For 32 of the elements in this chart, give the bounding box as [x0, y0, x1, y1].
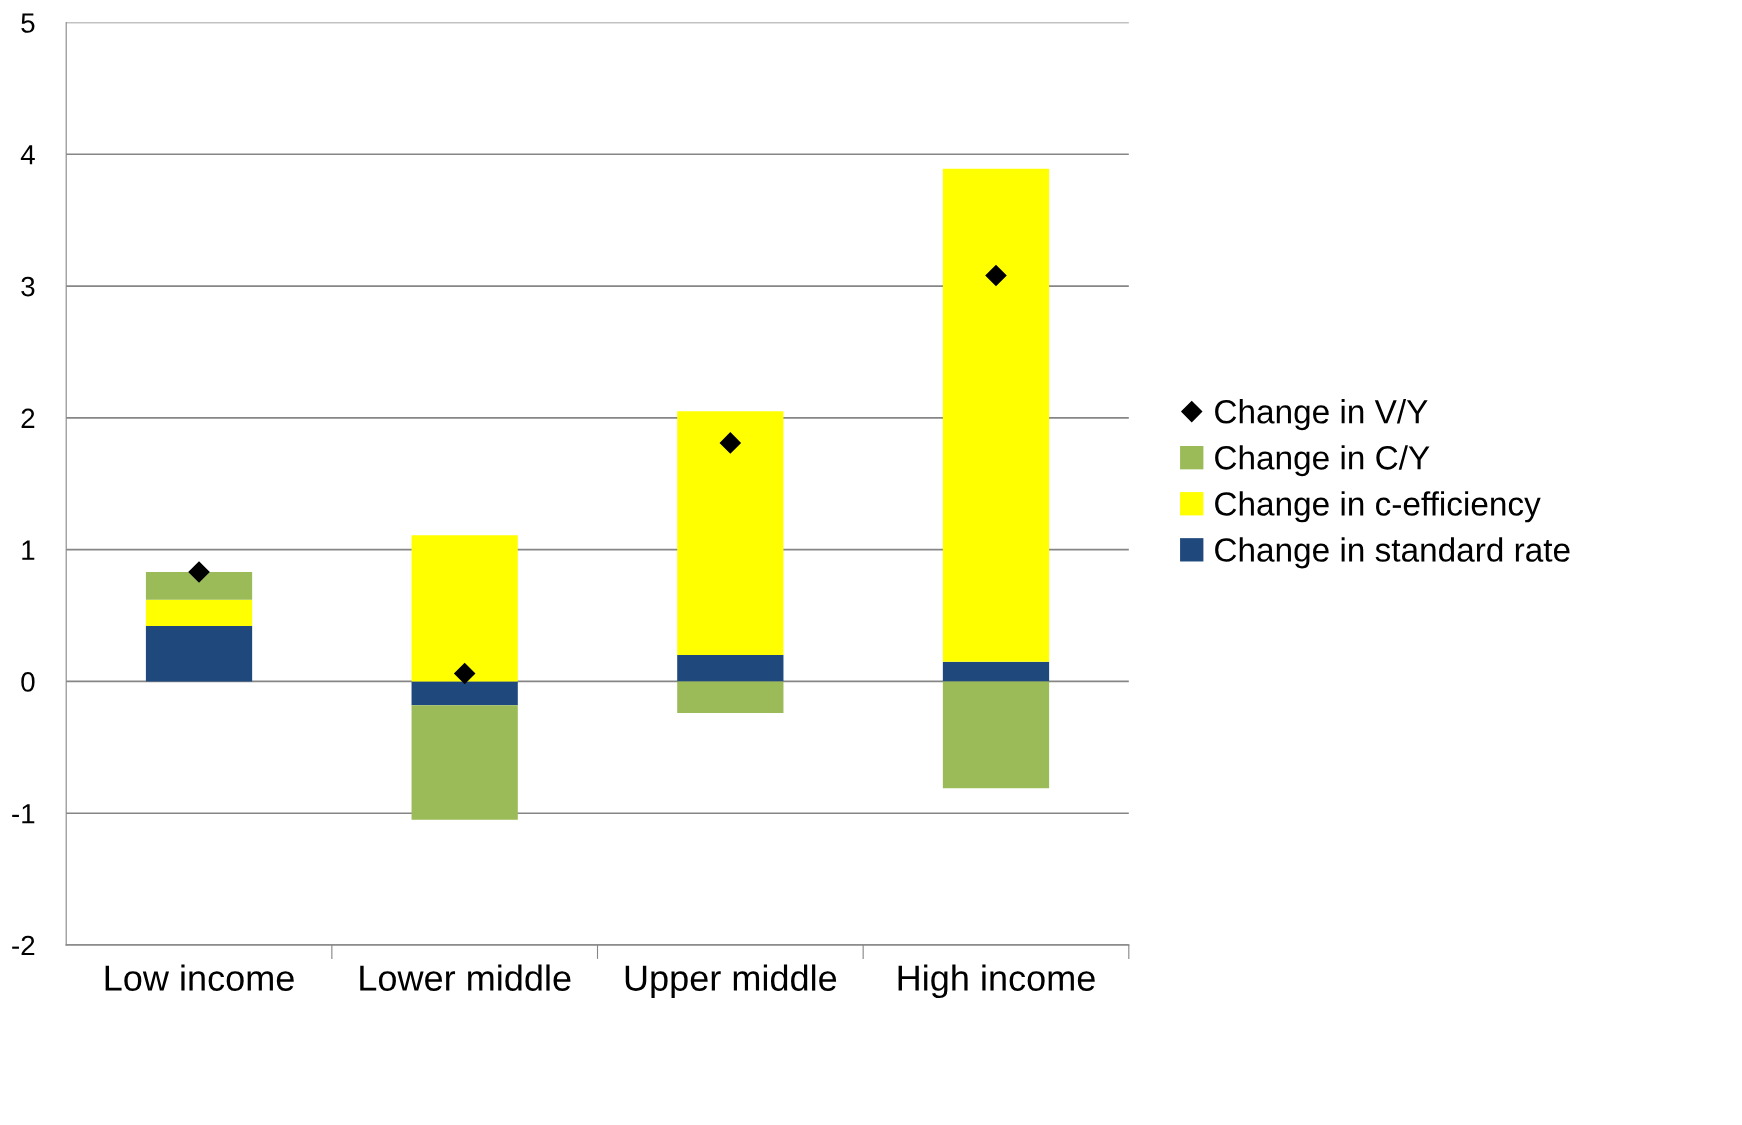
- x-tick-label: Low income: [105, 964, 294, 991]
- x-tick-label: Upper middle: [625, 964, 837, 999]
- bar: [145, 626, 253, 682]
- y-tick-label: -2: [12, 935, 35, 956]
- bar: [942, 168, 1050, 662]
- y-tick-label: 1: [22, 540, 35, 560]
- bar: [411, 535, 518, 682]
- bar: [145, 572, 253, 600]
- bar: [677, 655, 784, 682]
- y-tick-label: 3: [21, 276, 35, 297]
- y-tick-label: 5: [21, 13, 35, 33]
- bar: [677, 681, 784, 714]
- x-tick-label: High income: [898, 964, 1095, 999]
- legend-label: Change in c-efficiency: [1215, 491, 1541, 523]
- x-tick-label: Lower middle: [360, 964, 571, 991]
- y-tick-label: 4: [20, 145, 35, 165]
- y-tick-label: -1: [12, 804, 35, 824]
- point: [188, 561, 210, 583]
- point: [454, 663, 476, 685]
- bar: [145, 599, 253, 627]
- legend-label: Change in V/Y: [1215, 399, 1428, 431]
- bar: [942, 681, 1050, 789]
- bar: [411, 681, 518, 706]
- legend-label: Change in C/Y: [1215, 445, 1430, 477]
- y-tick-label: 2: [21, 408, 35, 428]
- y-tick-label: 0: [21, 672, 35, 692]
- bar: [942, 661, 1050, 682]
- bar: [411, 705, 518, 820]
- bar: [677, 411, 784, 656]
- legend-label: Change in standard rate: [1215, 537, 1570, 569]
- point: [719, 432, 741, 454]
- point: [985, 265, 1007, 287]
